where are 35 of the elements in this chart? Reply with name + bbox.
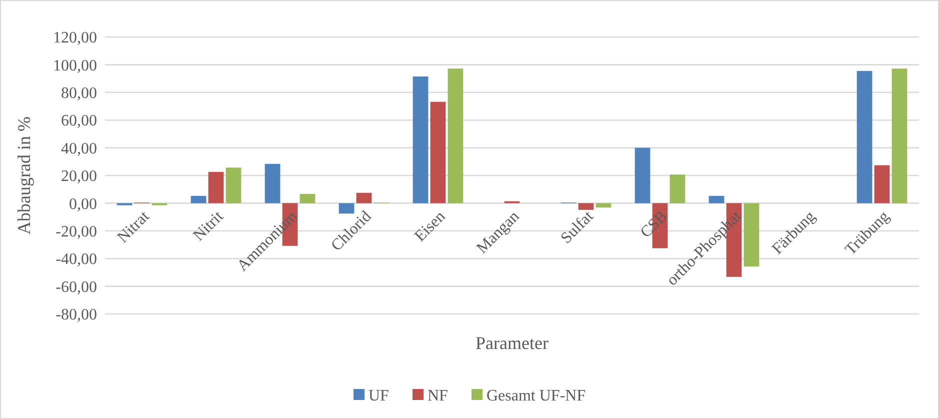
bar	[412, 76, 428, 204]
bar	[448, 68, 464, 204]
bar	[578, 203, 594, 210]
bar	[856, 70, 872, 204]
y-tick-label: 20,00	[61, 168, 97, 186]
bar	[430, 102, 446, 204]
y-tick-label: -80,00	[56, 306, 97, 324]
y-tick-label: 0,00	[69, 196, 97, 213]
bar	[596, 203, 612, 208]
bar	[744, 203, 760, 266]
x-axis-title: Parameter	[476, 333, 548, 353]
y-tick-label: 60,00	[61, 112, 97, 130]
y-axis-title: Abbaugrad in %	[14, 116, 34, 234]
y-tick-label: 80,00	[61, 85, 97, 102]
bar	[264, 164, 280, 204]
legend-label: Gesamt UF-NF	[486, 388, 586, 405]
y-tick-label: 120,00	[53, 30, 97, 47]
y-tick-label: -40,00	[56, 251, 97, 268]
bar	[208, 172, 224, 204]
bar	[226, 168, 242, 204]
bar	[874, 165, 890, 204]
legend-label: NF	[428, 388, 448, 405]
y-tick-label: 100,00	[53, 57, 97, 74]
bar	[356, 192, 372, 204]
bar	[300, 194, 316, 204]
y-tick-label: -20,00	[56, 224, 97, 240]
bar	[670, 174, 686, 204]
bar	[892, 68, 908, 204]
bar	[190, 196, 206, 204]
y-tick-label: -60,00	[56, 278, 97, 296]
x-tick-label: CSB	[637, 208, 671, 242]
bar	[634, 148, 650, 204]
bar	[708, 196, 724, 204]
y-tick-label: 40,00	[61, 140, 97, 158]
legend-label: UF	[368, 388, 390, 405]
